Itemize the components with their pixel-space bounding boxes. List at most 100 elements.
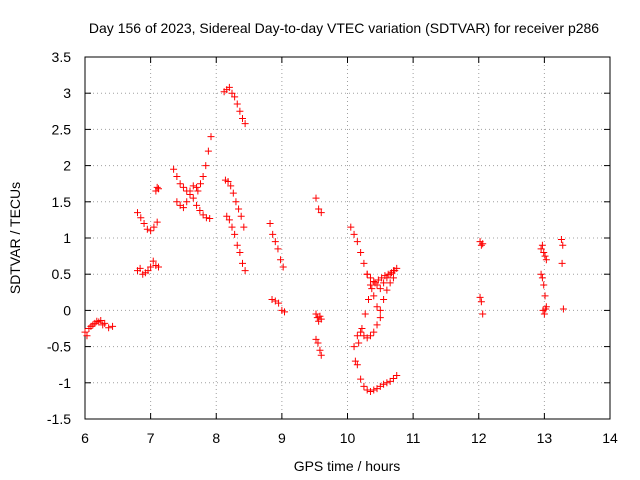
data-point — [376, 306, 384, 314]
chart-title: Day 156 of 2023, Sidereal Day-to-day VTE… — [89, 20, 599, 36]
data-point — [207, 133, 215, 141]
data-point — [366, 274, 374, 282]
data-point — [279, 263, 287, 271]
data-point — [380, 296, 388, 304]
data-point — [370, 292, 378, 300]
data-point — [360, 382, 368, 390]
data-point — [237, 212, 245, 220]
x-axis-ticks: 6 7 8 9 10 11 12 13 14 — [81, 57, 618, 446]
x-tick-label: 13 — [537, 430, 553, 446]
data-point — [386, 377, 394, 385]
data-points — [81, 83, 567, 395]
data-point — [370, 386, 378, 394]
data-point — [239, 259, 246, 267]
data-point — [241, 120, 249, 128]
data-point — [541, 292, 549, 300]
data-point — [153, 218, 161, 226]
data-point — [370, 277, 378, 285]
data-point — [537, 270, 545, 278]
data-point — [350, 230, 358, 238]
data-point — [140, 220, 148, 228]
data-point — [233, 100, 241, 108]
data-point — [236, 107, 244, 115]
data-point — [227, 182, 235, 190]
data-point — [155, 263, 162, 271]
data-point — [225, 83, 233, 91]
data-point — [271, 238, 279, 246]
data-point — [173, 172, 181, 180]
data-point — [153, 183, 161, 191]
data-point — [183, 198, 191, 206]
data-point — [83, 332, 91, 340]
data-point — [479, 240, 487, 248]
data-point — [389, 274, 397, 282]
data-point — [540, 310, 548, 318]
data-point — [541, 252, 549, 260]
data-point — [357, 248, 365, 256]
data-point — [228, 89, 236, 97]
y-tick-label: 2.5 — [52, 121, 72, 137]
y-tick-label: 3.5 — [52, 49, 72, 65]
data-point — [361, 310, 369, 318]
data-point — [477, 298, 485, 306]
data-point — [186, 187, 194, 195]
data-point — [269, 230, 277, 238]
x-tick-label: 9 — [278, 430, 286, 446]
data-point — [353, 238, 361, 246]
data-point — [136, 264, 144, 272]
data-point — [232, 198, 240, 206]
data-point — [229, 189, 237, 197]
data-point — [312, 310, 320, 318]
data-point — [538, 241, 546, 249]
data-point — [206, 214, 214, 222]
data-point — [393, 372, 401, 380]
data-point — [235, 205, 243, 213]
data-point — [353, 332, 361, 340]
data-point — [105, 324, 113, 332]
data-point — [176, 180, 184, 188]
x-tick-label: 10 — [340, 430, 356, 446]
data-point — [95, 318, 103, 326]
data-point — [351, 357, 359, 365]
data-point — [376, 314, 384, 322]
y-tick-label: -1 — [59, 375, 72, 391]
data-point — [240, 223, 248, 231]
data-point — [241, 267, 249, 275]
data-point — [363, 270, 371, 278]
data-point — [315, 205, 323, 213]
data-point — [373, 321, 381, 329]
data-point — [380, 380, 388, 388]
y-tick-label: 1.5 — [52, 194, 72, 210]
data-point — [355, 339, 363, 347]
data-point — [196, 206, 204, 214]
data-point — [268, 296, 276, 304]
data-point — [277, 256, 285, 264]
data-point — [558, 259, 566, 267]
data-point — [147, 227, 155, 235]
y-tick-label: -0.5 — [47, 339, 71, 355]
grid-lines — [85, 57, 610, 419]
x-axis-label: GPS time / hours — [294, 458, 401, 474]
data-point — [476, 293, 484, 301]
data-point — [199, 172, 207, 180]
data-point — [368, 285, 376, 293]
data-point — [193, 201, 201, 209]
y-tick-label: 0.5 — [52, 266, 72, 282]
data-point — [189, 194, 197, 202]
data-point — [312, 335, 320, 343]
data-point — [317, 209, 325, 217]
data-point — [223, 212, 231, 220]
data-point — [231, 93, 239, 101]
data-point — [170, 165, 178, 173]
data-point — [99, 321, 107, 329]
data-point — [275, 299, 283, 307]
data-point — [155, 185, 162, 193]
y-axis-ticks: -1.5 -1 -0.5 0 0.5 1 1.5 2 2.5 3 3.5 — [47, 49, 610, 427]
data-point — [389, 374, 397, 382]
data-point — [193, 183, 201, 191]
data-point — [350, 343, 358, 351]
data-point — [87, 322, 95, 330]
data-point — [134, 209, 141, 217]
y-tick-label: 3 — [63, 85, 71, 101]
